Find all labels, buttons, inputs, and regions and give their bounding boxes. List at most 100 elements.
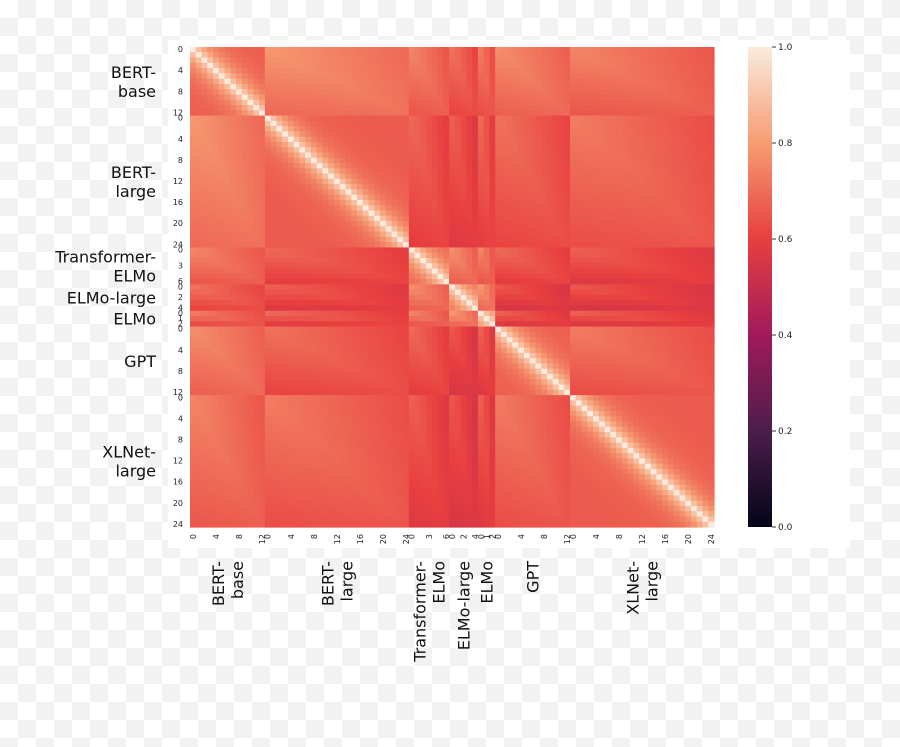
heatmap-cell — [483, 221, 491, 227]
heatmap-cell — [575, 62, 583, 69]
heatmap-cell — [489, 94, 496, 101]
heatmap-cell — [316, 300, 324, 307]
heatmap-cell — [362, 83, 370, 90]
heatmap-cell — [621, 305, 629, 312]
heatmap-cell — [253, 242, 260, 249]
heatmap-cell — [685, 120, 692, 127]
heatmap-cell — [385, 94, 393, 101]
heatmap-cell — [345, 316, 352, 322]
heatmap-cell — [627, 168, 634, 175]
heatmap-cell — [547, 68, 554, 74]
heatmap-cell — [431, 47, 439, 53]
heatmap-cell — [581, 126, 588, 132]
heatmap-cell — [310, 326, 318, 333]
heatmap-cell — [662, 316, 669, 322]
heatmap-cell — [247, 99, 254, 106]
heatmap-cell — [570, 62, 577, 69]
heatmap-cell — [483, 257, 491, 264]
heatmap-cell — [500, 157, 508, 164]
heatmap-cell — [570, 105, 577, 111]
heatmap-cell — [460, 115, 467, 122]
heatmap-cell — [667, 257, 675, 264]
heatmap-cell — [368, 157, 375, 164]
heatmap-cell — [190, 184, 197, 191]
heatmap-cell — [529, 305, 537, 312]
heatmap-cell — [639, 105, 646, 111]
heatmap-cell — [190, 231, 197, 238]
heatmap-cell — [500, 105, 508, 111]
heatmap-cell — [495, 147, 502, 154]
heatmap-cell — [213, 205, 220, 212]
heatmap-cell — [391, 184, 398, 191]
heatmap-cell — [495, 284, 502, 291]
heatmap-cell — [667, 68, 675, 74]
heatmap-cell — [190, 152, 197, 159]
heatmap-cell — [610, 289, 617, 296]
heatmap-cell — [218, 152, 226, 159]
heatmap-cell — [529, 279, 537, 285]
heatmap-cell — [224, 316, 231, 322]
heatmap-cell — [541, 83, 548, 90]
heatmap-cell — [702, 89, 709, 96]
heatmap-cell — [287, 268, 295, 275]
heatmap-cell — [460, 300, 467, 307]
heatmap-cell — [351, 289, 358, 296]
heatmap-cell — [380, 321, 387, 328]
heatmap-cell — [397, 257, 404, 264]
heatmap-cell — [299, 215, 306, 222]
heatmap-cell — [656, 68, 663, 74]
heatmap-cell — [362, 273, 370, 280]
heatmap-cell — [639, 141, 646, 148]
heatmap-cell — [639, 268, 646, 275]
heatmap-cell — [518, 316, 525, 322]
heatmap-cell — [708, 273, 715, 280]
heatmap-cell — [587, 331, 594, 338]
heatmap-cell — [403, 52, 410, 59]
heatmap-cell — [236, 136, 243, 143]
heatmap-cell — [276, 305, 283, 312]
heatmap-cell — [449, 210, 456, 217]
heatmap-cell — [690, 289, 698, 296]
heatmap-cell — [685, 210, 692, 217]
heatmap-cell — [512, 157, 519, 164]
heatmap-cell — [679, 252, 686, 259]
heatmap-cell — [483, 252, 491, 259]
heatmap-cell — [293, 73, 301, 80]
heatmap-cell — [489, 47, 496, 53]
heatmap-cell — [368, 178, 375, 185]
heatmap-cell — [339, 194, 347, 201]
heatmap-cell — [466, 226, 473, 233]
heatmap-cell — [230, 189, 237, 196]
heatmap-cell — [420, 326, 427, 333]
heatmap-cell — [598, 110, 606, 117]
heatmap-cell — [627, 99, 634, 106]
heatmap-cell — [397, 147, 404, 154]
heatmap-cell — [702, 141, 709, 148]
heatmap-cell — [535, 321, 542, 328]
heatmap-cell — [316, 273, 324, 280]
heatmap-cell — [207, 247, 214, 254]
heatmap-cell — [679, 194, 686, 201]
heatmap-cell — [443, 136, 450, 143]
heatmap-cell — [299, 68, 306, 74]
heatmap-cell — [397, 99, 404, 106]
heatmap-cell — [673, 83, 681, 90]
heatmap-cell — [270, 178, 277, 185]
heatmap-cell — [644, 168, 652, 175]
heatmap-cell — [627, 252, 634, 259]
heatmap-cell — [293, 236, 301, 243]
heatmap-cell — [380, 316, 387, 322]
heatmap-cell — [333, 194, 341, 201]
heatmap-cell — [408, 78, 416, 85]
heatmap-cell — [293, 78, 301, 85]
heatmap-cell — [437, 194, 444, 201]
heatmap-cell — [437, 273, 444, 280]
heatmap-cell — [351, 52, 358, 59]
heatmap-cell — [403, 141, 410, 148]
heatmap-cell — [322, 236, 329, 243]
heatmap-cell — [408, 294, 416, 301]
heatmap-cell — [293, 215, 301, 222]
heatmap-cell — [610, 110, 617, 117]
heatmap-cell — [466, 199, 473, 206]
heatmap-cell — [581, 184, 588, 191]
